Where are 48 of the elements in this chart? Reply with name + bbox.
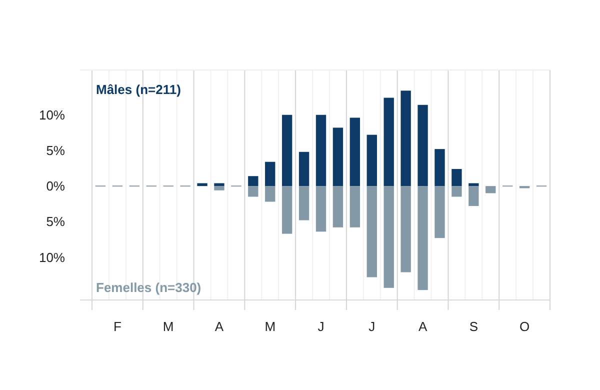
bar bbox=[418, 104, 428, 186]
bar bbox=[197, 183, 208, 186]
x-tick-label: A bbox=[418, 319, 428, 334]
bar bbox=[384, 98, 394, 186]
bar bbox=[366, 134, 377, 186]
x-tick-label: M bbox=[264, 319, 276, 334]
bar bbox=[248, 176, 258, 186]
x-tick-label: O bbox=[519, 319, 530, 334]
bar bbox=[316, 186, 326, 232]
bar bbox=[265, 162, 276, 186]
y-tick-label: 0% bbox=[46, 178, 66, 194]
bar bbox=[434, 186, 445, 238]
bar bbox=[316, 114, 326, 186]
bar bbox=[452, 186, 462, 197]
x-tick-label: J bbox=[368, 319, 376, 334]
y-tick-label: 5% bbox=[46, 214, 66, 230]
y-tick-label: 5% bbox=[46, 143, 66, 158]
bar bbox=[418, 186, 428, 290]
bar bbox=[298, 186, 310, 220]
y-tick-label: 10% bbox=[38, 107, 66, 122]
bar bbox=[248, 186, 258, 197]
bar bbox=[282, 186, 292, 234]
y-tick-label: 10% bbox=[38, 250, 66, 265]
bar bbox=[384, 186, 394, 288]
bar bbox=[350, 118, 360, 186]
bar bbox=[486, 186, 496, 194]
bar bbox=[366, 186, 377, 278]
bar bbox=[452, 168, 462, 186]
bar bbox=[214, 183, 224, 186]
x-tick-label: M bbox=[162, 319, 174, 334]
bar bbox=[468, 183, 479, 186]
text: Femelles (n=330) bbox=[96, 280, 202, 295]
bar bbox=[332, 128, 344, 186]
x-tick-label: S bbox=[469, 319, 478, 334]
x-tick-label: F bbox=[113, 319, 122, 334]
text: Mâles (n=211) bbox=[96, 82, 181, 97]
x-tick-label: J bbox=[318, 319, 324, 334]
bar bbox=[400, 90, 411, 186]
bar bbox=[332, 186, 344, 228]
bar bbox=[282, 114, 292, 186]
bar bbox=[214, 186, 224, 190]
bar bbox=[350, 186, 360, 228]
bar bbox=[298, 152, 310, 186]
x-tick-label: A bbox=[214, 319, 224, 334]
bar bbox=[468, 186, 479, 206]
bar bbox=[434, 149, 445, 186]
bar bbox=[400, 186, 411, 272]
bar bbox=[265, 186, 276, 202]
